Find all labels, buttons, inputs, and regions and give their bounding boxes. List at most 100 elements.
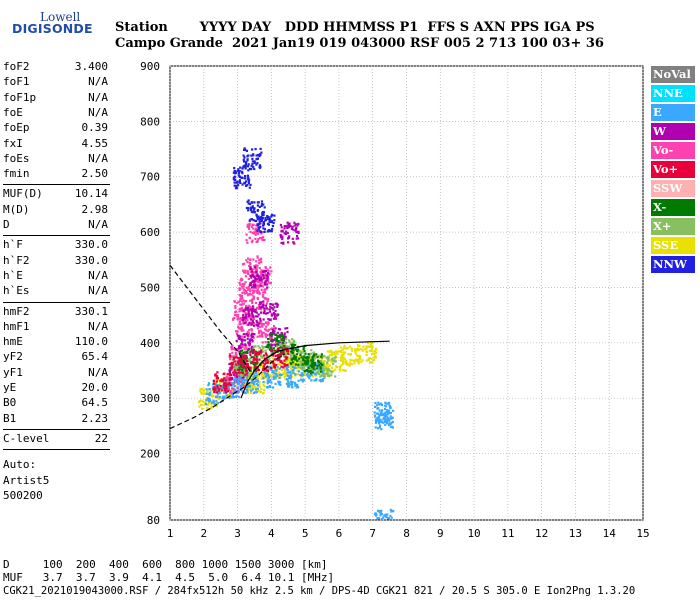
data-point bbox=[229, 358, 232, 361]
data-point bbox=[249, 183, 252, 186]
data-point bbox=[272, 221, 275, 225]
data-point bbox=[289, 374, 293, 377]
data-point bbox=[256, 273, 259, 276]
data-point bbox=[258, 205, 261, 208]
data-point bbox=[296, 348, 299, 351]
data-point bbox=[247, 288, 250, 291]
data-point bbox=[245, 160, 248, 164]
x-tick-label: 1 bbox=[167, 527, 174, 540]
data-point bbox=[250, 389, 253, 392]
data-point bbox=[254, 301, 258, 305]
data-point bbox=[320, 355, 323, 358]
data-point bbox=[276, 335, 279, 338]
data-point bbox=[205, 388, 208, 391]
data-point bbox=[247, 199, 250, 202]
param-row: yE 20.0 bbox=[3, 381, 108, 396]
data-point bbox=[252, 347, 255, 350]
data-point bbox=[249, 314, 252, 317]
data-point bbox=[265, 307, 268, 310]
data-point bbox=[368, 357, 371, 360]
data-point bbox=[327, 371, 330, 374]
data-point bbox=[272, 386, 275, 389]
data-point bbox=[306, 373, 309, 376]
data-point bbox=[389, 508, 392, 511]
data-point bbox=[254, 277, 257, 280]
data-point bbox=[251, 335, 254, 338]
data-point bbox=[232, 318, 235, 321]
data-point bbox=[263, 363, 266, 366]
data-point bbox=[286, 330, 289, 334]
data-point bbox=[245, 360, 248, 363]
data-point bbox=[259, 270, 262, 274]
data-point bbox=[378, 510, 381, 513]
data-point bbox=[245, 318, 248, 322]
data-point bbox=[266, 361, 269, 364]
data-point bbox=[205, 398, 208, 402]
data-point bbox=[228, 382, 231, 385]
data-point bbox=[212, 388, 215, 391]
data-point bbox=[267, 341, 270, 344]
data-point bbox=[249, 353, 252, 356]
data-point bbox=[285, 349, 289, 352]
data-point bbox=[344, 347, 347, 350]
data-point bbox=[243, 371, 246, 374]
data-point bbox=[260, 276, 263, 279]
data-point bbox=[252, 376, 255, 379]
param-label: fxI bbox=[3, 136, 23, 150]
data-point bbox=[286, 378, 289, 381]
data-point bbox=[262, 227, 265, 230]
data-point bbox=[202, 390, 205, 393]
data-point bbox=[216, 385, 219, 388]
data-point bbox=[246, 155, 249, 158]
data-point bbox=[371, 361, 374, 364]
param-label: M(D) bbox=[3, 202, 30, 216]
data-point bbox=[235, 310, 238, 313]
data-point bbox=[255, 374, 258, 377]
data-point bbox=[291, 341, 294, 344]
data-point bbox=[294, 373, 297, 376]
data-point bbox=[260, 372, 264, 376]
data-point bbox=[277, 355, 280, 358]
legend-item-x: X- bbox=[651, 199, 695, 216]
x-tick-label: 11 bbox=[501, 527, 514, 540]
data-point bbox=[256, 162, 259, 165]
data-point bbox=[235, 379, 238, 382]
param-label: h`E bbox=[3, 268, 23, 282]
data-point bbox=[251, 280, 254, 283]
data-point bbox=[255, 311, 258, 314]
data-point bbox=[370, 361, 373, 364]
data-point bbox=[328, 364, 331, 367]
data-point bbox=[233, 300, 236, 303]
data-point bbox=[255, 163, 258, 166]
data-point bbox=[228, 372, 232, 375]
data-point bbox=[265, 321, 268, 324]
data-point bbox=[251, 148, 254, 151]
y-tick-label: 200 bbox=[140, 448, 160, 461]
data-point bbox=[272, 332, 275, 335]
data-point bbox=[354, 350, 357, 353]
data-point bbox=[289, 378, 293, 381]
data-point bbox=[288, 350, 291, 353]
data-point bbox=[286, 345, 289, 348]
data-point bbox=[241, 346, 244, 349]
param-row: yF2 65.4 bbox=[3, 350, 108, 365]
data-point bbox=[287, 381, 290, 384]
data-point bbox=[296, 224, 299, 227]
header-labels: Station YYYY DAY DDD HHMMSS P1 FFS S AXN… bbox=[115, 20, 595, 35]
data-point bbox=[231, 376, 234, 380]
data-point bbox=[272, 308, 275, 311]
data-point bbox=[253, 161, 256, 164]
data-point bbox=[320, 380, 323, 383]
data-point bbox=[242, 165, 245, 168]
data-point bbox=[257, 281, 260, 284]
data-point bbox=[240, 335, 244, 338]
data-point bbox=[329, 370, 332, 373]
data-point bbox=[296, 373, 300, 376]
data-point bbox=[243, 156, 246, 159]
param-label: B1 bbox=[3, 411, 17, 425]
data-point bbox=[247, 323, 250, 326]
data-point bbox=[390, 417, 393, 420]
data-point bbox=[324, 372, 327, 375]
x-tick-label: 3 bbox=[234, 527, 241, 540]
data-point bbox=[215, 391, 219, 394]
